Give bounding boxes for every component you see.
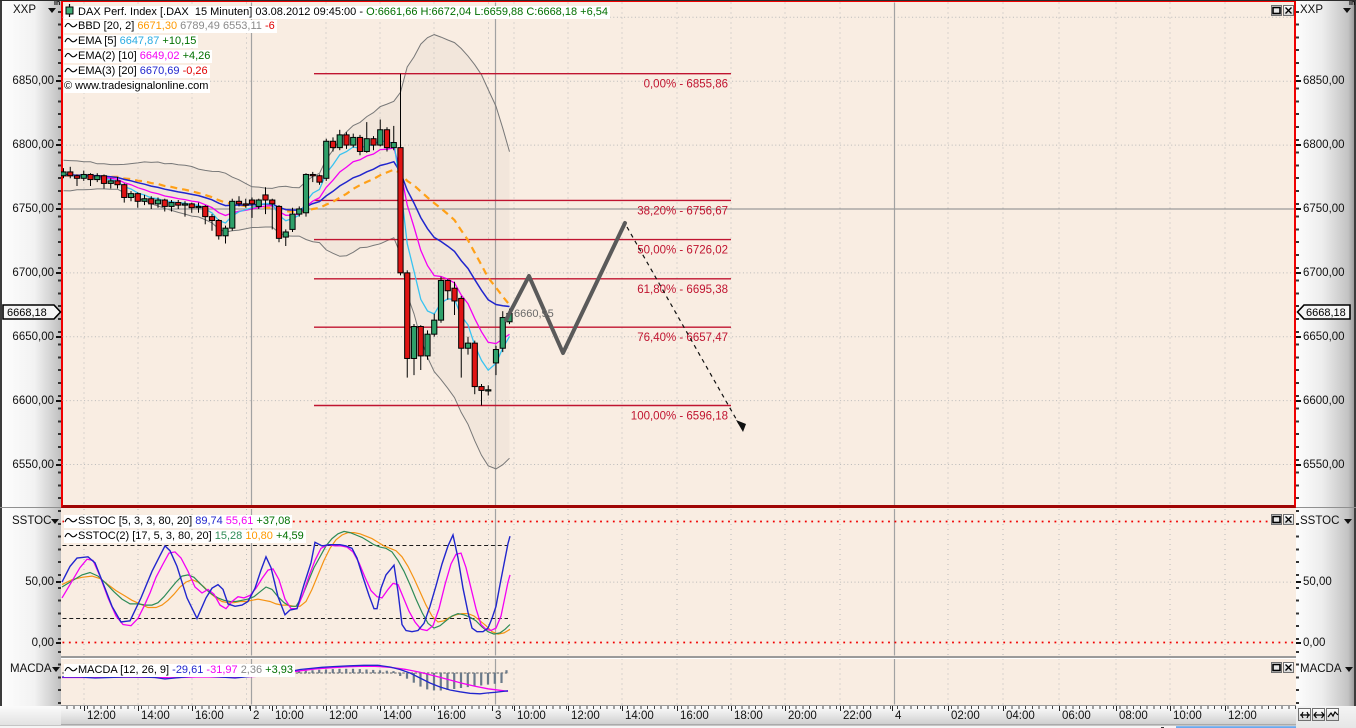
svg-text:6660,95: 6660,95 [514, 308, 554, 320]
svg-text:100,00% - 6596,18: 100,00% - 6596,18 [631, 411, 728, 423]
svg-text:61,80% - 6695,38: 61,80% - 6695,38 [637, 284, 728, 296]
svg-text:76,40% - 6657,47: 76,40% - 6657,47 [637, 332, 728, 344]
svg-text:6668,18: 6668,18 [7, 307, 47, 319]
svg-text:6668,18: 6668,18 [1306, 307, 1346, 319]
svg-text:38,20% - 6756,67: 38,20% - 6756,67 [637, 205, 728, 217]
svg-text:0,00% - 6855,86: 0,00% - 6855,86 [644, 79, 728, 91]
svg-text:50,00% - 6726,02: 50,00% - 6726,02 [637, 245, 728, 257]
